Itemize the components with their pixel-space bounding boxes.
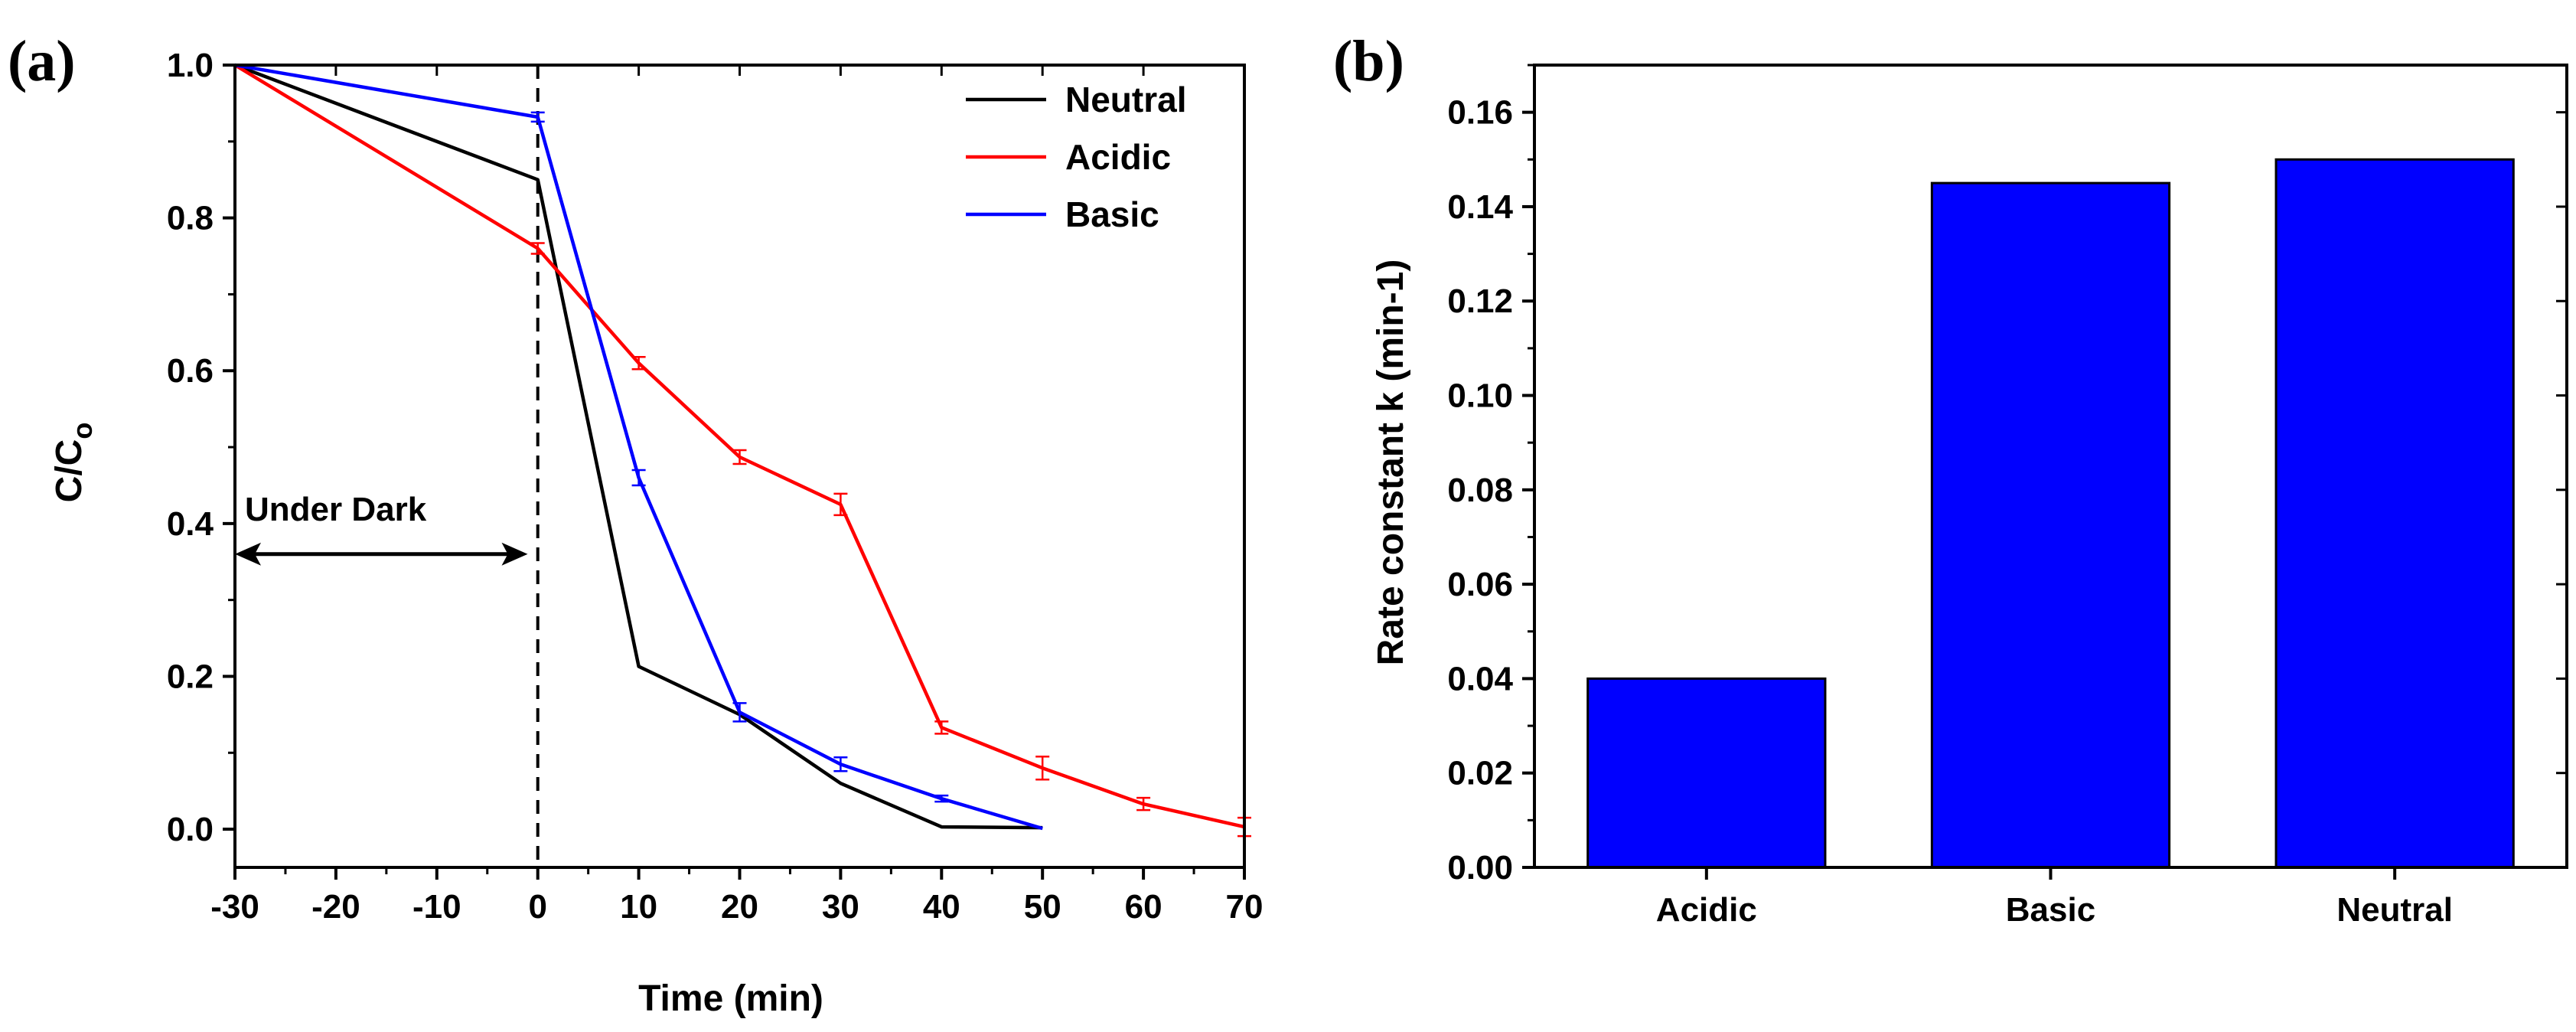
- y-tick-label: 1.0: [167, 47, 214, 84]
- x-tick-label: 10: [620, 888, 657, 926]
- under-dark-arrow-head-right: [501, 542, 528, 566]
- x-tick-label-neutral: Neutral: [2336, 891, 2453, 929]
- y-tick-label: 0.16: [1447, 94, 1513, 132]
- error-bar-basic: [934, 794, 949, 803]
- legend-item-neutral: Neutral: [966, 80, 1186, 119]
- panel-a-annotation: Under Dark: [235, 491, 528, 566]
- panel-a-axes: -30 -20 -10 0 10 20 30 40 50 60 70 0.0 0.2 0.4 0.6 0.8 1…: [167, 47, 1264, 926]
- panel-b-plot-area: [1586, 158, 2515, 869]
- bar-acidic: [1586, 677, 1827, 869]
- legend-label: Neutral: [1065, 80, 1186, 119]
- panel-b-frame: [1533, 64, 2568, 869]
- x-tick-label: -30: [210, 888, 259, 926]
- series-line-basic: [234, 63, 1043, 831]
- y-tick-label: 0.0: [167, 811, 214, 848]
- x-tick-label: 50: [1024, 888, 1061, 926]
- under-dark-label: Under Dark: [245, 491, 427, 528]
- under-dark-arrow-head-left: [235, 542, 261, 566]
- y-tick-label: 0.12: [1447, 282, 1513, 320]
- error-bar-basic: [530, 111, 545, 123]
- x-tick-label: 20: [721, 888, 758, 926]
- error-bar-basic: [732, 702, 747, 723]
- error-bar-basic: [631, 469, 646, 487]
- panel-a-x-axis-title: Time (min): [638, 978, 823, 1019]
- bar-basic: [1930, 181, 2171, 869]
- x-tick-label-acidic: Acidic: [1656, 891, 1757, 929]
- error-bar-acidic: [934, 720, 949, 735]
- y-tick-label: 0.04: [1447, 660, 1513, 697]
- y-tick-label: 0.08: [1447, 472, 1513, 509]
- x-tick-label: 0: [528, 888, 546, 926]
- error-bar-acidic: [631, 356, 646, 371]
- legend-label: Acidic: [1065, 137, 1171, 177]
- panel-a-label: (a): [8, 29, 76, 93]
- error-bar-acidic: [1035, 756, 1050, 781]
- x-tick-label: 60: [1125, 888, 1162, 926]
- panel-b-y-axis-title: Rate constant k (min-1): [1371, 260, 1411, 666]
- panel-b-bar-chart: (b) Acidic Basic Neutral 0.00 0.02 0.04 0.06 0.…: [1333, 29, 2568, 929]
- x-tick-label-basic: Basic: [2006, 891, 2095, 929]
- error-bar-acidic: [530, 242, 545, 255]
- panel-a-line-chart: (a) Neutral Acidic Basic Under Dark -30 -20…: [8, 29, 1263, 1019]
- x-tick-label: 40: [923, 888, 960, 926]
- bar-neutral: [2274, 158, 2515, 869]
- error-bar-acidic: [732, 449, 747, 465]
- y-tick-label: 0.2: [167, 658, 214, 695]
- panel-a-plot-area: [233, 63, 1251, 867]
- y-tick-label: 0.06: [1447, 566, 1513, 603]
- panel-a-frame: [233, 64, 1246, 869]
- legend-label: Basic: [1065, 194, 1159, 234]
- error-bar-acidic: [1136, 796, 1151, 812]
- y-tick-label: 0.14: [1447, 188, 1513, 226]
- x-tick-label: 30: [822, 888, 859, 926]
- x-tick-label: 70: [1226, 888, 1264, 926]
- legend-item-acidic: Acidic: [966, 137, 1171, 177]
- y-tick-label: 0.4: [167, 505, 214, 543]
- panel-a-legend: Neutral Acidic Basic: [966, 80, 1186, 234]
- legend-item-basic: Basic: [966, 194, 1159, 234]
- y-tick-label: 0.10: [1447, 377, 1513, 415]
- x-tick-label: -10: [412, 888, 461, 926]
- error-bar-acidic: [833, 492, 848, 517]
- panel-b-axes: Acidic Basic Neutral 0.00 0.02 0.04 0.06 0.08 0.…: [1447, 64, 2568, 929]
- y-tick-label: 0.8: [167, 200, 214, 237]
- panel-a-y-axis-title: C/Co: [49, 423, 98, 503]
- y-tick-label: 0.6: [167, 352, 214, 390]
- error-bar-basic: [833, 756, 848, 772]
- y-tick-label: 0.00: [1447, 849, 1513, 887]
- panel-b-label: (b): [1333, 29, 1404, 93]
- y-tick-label: 0.02: [1447, 755, 1513, 792]
- x-tick-label: -20: [311, 888, 360, 926]
- series-line-neutral: [234, 63, 1043, 830]
